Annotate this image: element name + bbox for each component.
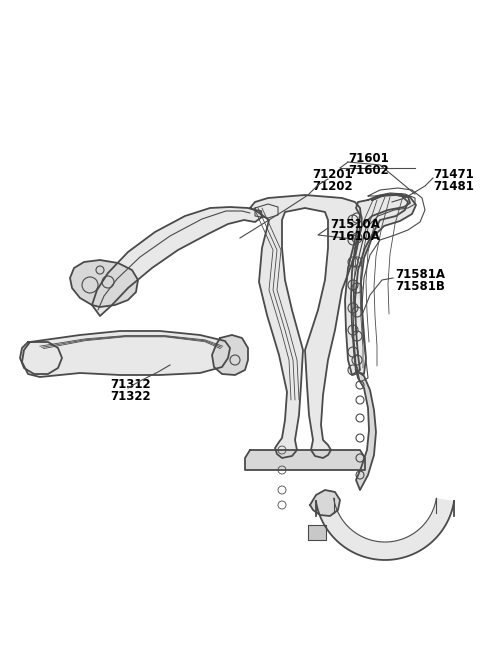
Polygon shape <box>20 342 62 374</box>
Text: 71581A: 71581A <box>395 268 445 281</box>
Text: 71510A: 71510A <box>330 218 380 231</box>
Text: 71602: 71602 <box>348 164 389 177</box>
Polygon shape <box>70 260 138 307</box>
Polygon shape <box>351 194 416 374</box>
Polygon shape <box>255 204 278 218</box>
Text: 71481: 71481 <box>433 180 474 193</box>
Polygon shape <box>92 207 262 316</box>
Text: 71471: 71471 <box>433 168 474 181</box>
Polygon shape <box>356 370 376 490</box>
Polygon shape <box>316 498 454 560</box>
Text: 71202: 71202 <box>312 180 353 193</box>
Text: 71610A: 71610A <box>330 230 380 243</box>
Polygon shape <box>345 194 408 375</box>
Text: 71201: 71201 <box>312 168 353 181</box>
Polygon shape <box>310 490 340 516</box>
Text: 71312: 71312 <box>110 378 151 391</box>
Text: 71581B: 71581B <box>395 280 445 293</box>
Polygon shape <box>245 450 365 470</box>
Polygon shape <box>22 331 230 377</box>
Text: 71322: 71322 <box>110 390 151 403</box>
Polygon shape <box>308 525 326 540</box>
Polygon shape <box>250 195 362 458</box>
Text: 71601: 71601 <box>348 152 389 165</box>
Polygon shape <box>212 335 248 375</box>
